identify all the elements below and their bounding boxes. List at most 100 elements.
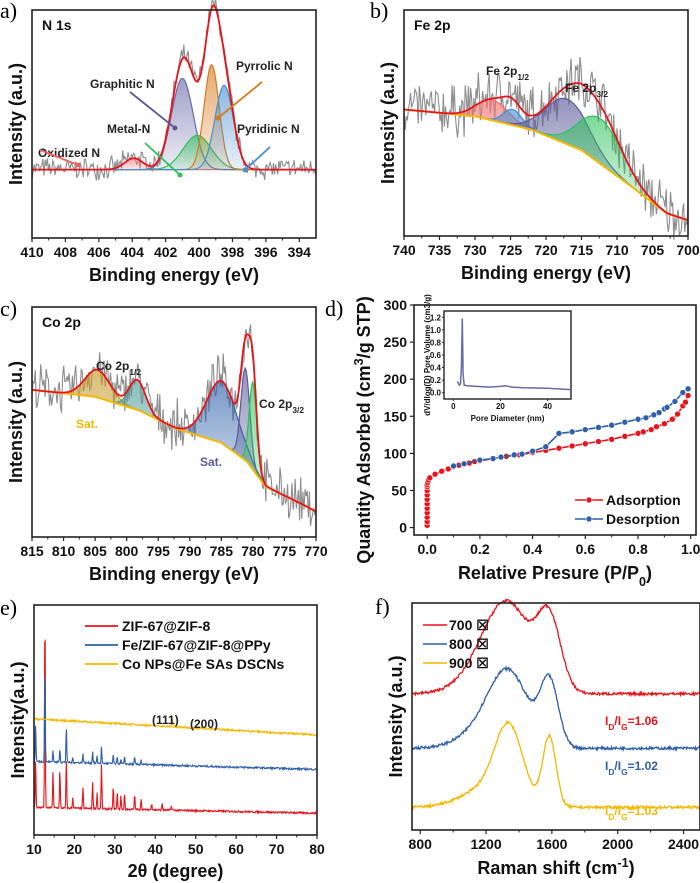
inset-x-tick-label: 40 — [543, 402, 552, 411]
x-tick-label: 2400 — [668, 836, 699, 852]
arrow-head — [242, 167, 248, 173]
legend-label: Co NPs@Fe SAs DSCNs — [122, 656, 284, 672]
component-label: Graphitic N — [90, 77, 155, 91]
data-point — [634, 415, 642, 423]
legend-label: Desorption — [606, 511, 680, 527]
x-tick-label: 735 — [428, 242, 452, 258]
plot-frame — [31, 9, 317, 239]
x-tick-label: 730 — [463, 242, 487, 258]
y-tick-label: 250 — [384, 334, 408, 350]
component-fill — [404, 98, 688, 221]
x-tick-label: 402 — [154, 244, 178, 260]
y-axis-label: Intensity (a.u.) — [6, 361, 26, 483]
legend-label: ZIF-67@ZIF-8 — [122, 618, 211, 634]
data-point — [642, 414, 650, 422]
x-tick-label: 710 — [605, 242, 629, 258]
x-tick-label: 40 — [147, 841, 163, 857]
inset-x-label: Pore Diameter (nm) — [471, 414, 545, 423]
envelope-line — [31, 333, 317, 513]
raw-data-line — [403, 57, 689, 240]
y-tick-label: 0 — [399, 520, 407, 536]
x-tick-label: 80 — [309, 841, 325, 857]
x-tick-label: 795 — [147, 543, 171, 559]
data-point — [684, 385, 692, 393]
x-axis-label: Binding energy (eV) — [89, 564, 259, 584]
envelope-line — [32, 4, 316, 171]
peak-annotation: (111) — [152, 713, 179, 727]
inset-frame — [443, 310, 572, 400]
x-tick-label: 406 — [87, 244, 111, 260]
arrow-head — [75, 162, 81, 168]
inset-y-tick-label: 0.4 — [430, 364, 442, 373]
x-tick-label: 404 — [121, 244, 145, 260]
data-point — [647, 426, 655, 433]
data-point — [555, 444, 563, 452]
x-tick-label: 1.0 — [681, 541, 700, 557]
ratio-label: ID/IG=1.06 — [605, 714, 658, 732]
component-arrow — [39, 149, 79, 166]
data-point — [518, 450, 526, 458]
arrow-head — [172, 125, 178, 131]
panel-label: f) — [375, 594, 390, 619]
data-point — [621, 418, 629, 426]
data-point — [684, 392, 692, 399]
data-point — [608, 435, 615, 443]
data-point — [671, 398, 679, 405]
x-tick-label: 815 — [20, 543, 44, 559]
x-tick-label: 790 — [178, 543, 202, 559]
panel-label: b) — [370, 0, 388, 23]
x-tick-label: 2000 — [602, 836, 633, 852]
legend-label: Adsorption — [606, 492, 681, 508]
arrow-head — [215, 115, 221, 121]
x-tick-label: 60 — [228, 841, 244, 857]
peak-annotation: (200) — [190, 717, 218, 731]
series-line — [33, 638, 318, 816]
panel-label: e) — [0, 595, 17, 620]
x-tick-label: 800 — [409, 836, 433, 852]
data-point — [679, 389, 687, 396]
y-axis-label: Quantity Adsorbed (cm3/g STP) — [352, 296, 374, 563]
x-tick-label: 408 — [54, 244, 78, 260]
satellite-label: Sat. — [200, 455, 222, 469]
x-tick-label: 400 — [187, 244, 211, 260]
panel-label: a) — [0, 0, 17, 23]
x-tick-label: 725 — [499, 242, 523, 258]
legend-label: 800 ☒ — [449, 636, 489, 652]
data-point — [595, 424, 602, 431]
x-tick-label: 775 — [273, 543, 297, 559]
plot-frame — [413, 304, 697, 536]
data-point — [655, 409, 663, 416]
x-tick-label: 0.2 — [470, 541, 490, 557]
data-point — [674, 410, 681, 418]
inset-line — [456, 318, 572, 391]
legend-label: Fe/ZIF-67@ZIF-8@PPy — [122, 637, 271, 653]
peak-annotation: Co 2p3/2 — [259, 397, 304, 415]
component-arrow — [144, 142, 181, 176]
component-arrow — [217, 81, 263, 119]
chart-panel-c: c) 815 810 805 800 795 790 785 780 775 770 Binding … — [0, 296, 328, 584]
y-tick-label: 100 — [384, 445, 408, 461]
inset-y-tick-label: 0.2 — [430, 376, 442, 385]
data-point — [450, 462, 457, 470]
chart-panel-b: b) 740 735 730 725 720 715 710 705 700 Binding ene… — [370, 0, 700, 283]
y-tick-label: 300 — [384, 297, 408, 313]
data-point — [653, 423, 660, 430]
component-fill — [32, 78, 316, 170]
inset-x-tick-label: 0 — [451, 402, 456, 411]
y-tick-label: 50 — [391, 482, 407, 498]
inset-y-tick-label: 1.2 — [430, 313, 442, 322]
legend-label: 900 ☒ — [449, 655, 489, 671]
x-tick-label: 70 — [269, 841, 285, 857]
x-tick-label: 0.6 — [576, 541, 596, 557]
x-axis-label: Raman shift (cm-1) — [477, 856, 634, 878]
x-axis-label: Relative Presure (P/P0) — [458, 563, 652, 589]
x-tick-label: 1200 — [470, 836, 501, 852]
x-tick-label: 394 — [288, 244, 312, 260]
x-axis-label: Binding energy (eV) — [461, 263, 631, 283]
x-tick-label: 398 — [221, 244, 245, 260]
component-fill — [32, 368, 316, 512]
x-tick-label: 10 — [26, 841, 42, 857]
data-point — [682, 398, 689, 406]
inset-y-label: dV/dlog(D) Pore Volume (cm3/g) — [423, 294, 432, 416]
component-label: Metal-N — [107, 122, 150, 136]
